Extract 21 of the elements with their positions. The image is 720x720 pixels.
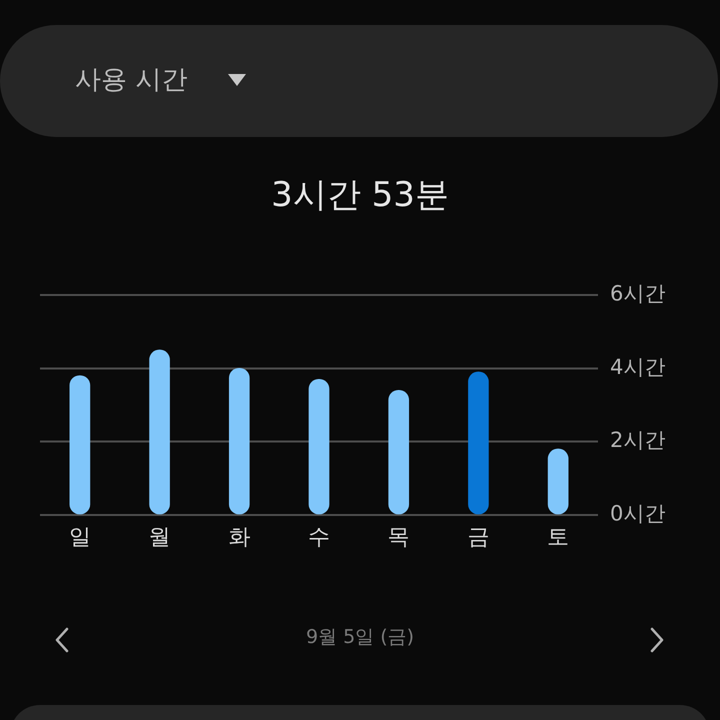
- bar: [468, 372, 489, 514]
- bar: [70, 375, 90, 514]
- y-tick-label: 4시간: [610, 354, 666, 379]
- chart-subtitle: 3시간 53분: [271, 175, 449, 216]
- x-tick-label: 토: [547, 524, 570, 550]
- chart-title: 사용 시간: [75, 65, 188, 96]
- x-tick-label: 목: [388, 524, 410, 550]
- x-tick-label: 일: [68, 524, 91, 550]
- x-tick-label: 화: [228, 524, 250, 550]
- text: 9월 5일 (금): [306, 626, 414, 649]
- y-tick-label: 6시간: [610, 281, 666, 306]
- x-tick-label: 금: [467, 524, 490, 550]
- bar: [388, 390, 410, 514]
- y-tick-label: 2시간: [610, 428, 666, 452]
- y-tick-label: 0시간: [610, 501, 666, 526]
- x-tick-label: 수: [308, 524, 330, 550]
- x-tick-label: 월: [148, 524, 171, 550]
- bar: [548, 448, 568, 514]
- bar: [228, 368, 250, 514]
- bar: [308, 379, 330, 514]
- bar: [149, 350, 170, 514]
